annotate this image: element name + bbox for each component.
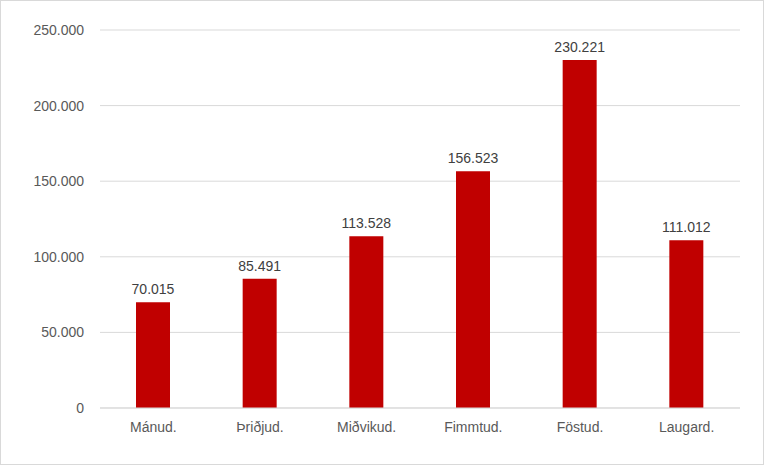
svg-text:111.012: 111.012: [662, 219, 711, 235]
svg-text:85.491: 85.491: [238, 258, 281, 274]
svg-text:70.015: 70.015: [132, 281, 175, 297]
svg-text:113.528: 113.528: [342, 215, 392, 231]
svg-text:250.000: 250.000: [33, 22, 84, 38]
svg-text:Föstud.: Föstud.: [557, 419, 604, 435]
svg-text:230.221: 230.221: [554, 39, 605, 55]
svg-text:Mánud.: Mánud.: [130, 419, 177, 435]
svg-text:Miðvikud.: Miðvikud.: [337, 419, 396, 435]
svg-text:50.000: 50.000: [41, 324, 84, 340]
svg-text:Þriðjud.: Þriðjud.: [236, 419, 283, 435]
svg-text:100.000: 100.000: [33, 249, 84, 265]
svg-text:200.000: 200.000: [33, 98, 84, 114]
svg-text:Fimmtud.: Fimmtud.: [444, 419, 502, 435]
svg-text:Laugard.: Laugard.: [659, 419, 714, 435]
svg-text:156.523: 156.523: [448, 150, 499, 166]
svg-text:150.000: 150.000: [33, 173, 84, 189]
svg-text:0: 0: [76, 400, 84, 416]
